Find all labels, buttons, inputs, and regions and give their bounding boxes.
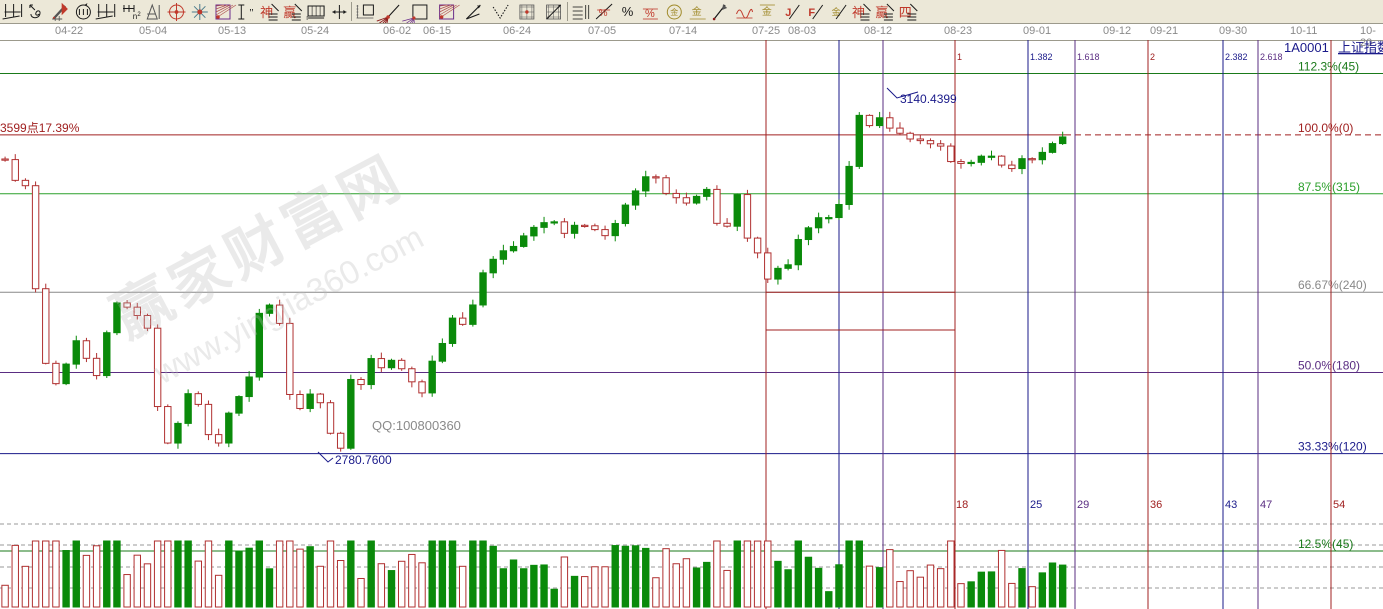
svg-text:金: 金	[762, 5, 772, 18]
svg-text:金: 金	[670, 7, 678, 17]
svg-text:四: 四	[899, 5, 912, 20]
svg-text:%: %	[622, 4, 634, 19]
svg-text:赢: 赢	[875, 5, 888, 20]
svg-text:%: %	[645, 8, 655, 20]
svg-text:12.5%(45): 12.5%(45)	[1298, 537, 1353, 551]
svg-text:神: 神	[852, 5, 865, 20]
svg-text:赢: 赢	[283, 5, 296, 20]
svg-text:金: 金	[692, 5, 702, 18]
svg-text:": "	[249, 7, 254, 19]
svg-text:神: 神	[260, 5, 273, 20]
svg-text:2: 2	[137, 12, 141, 18]
